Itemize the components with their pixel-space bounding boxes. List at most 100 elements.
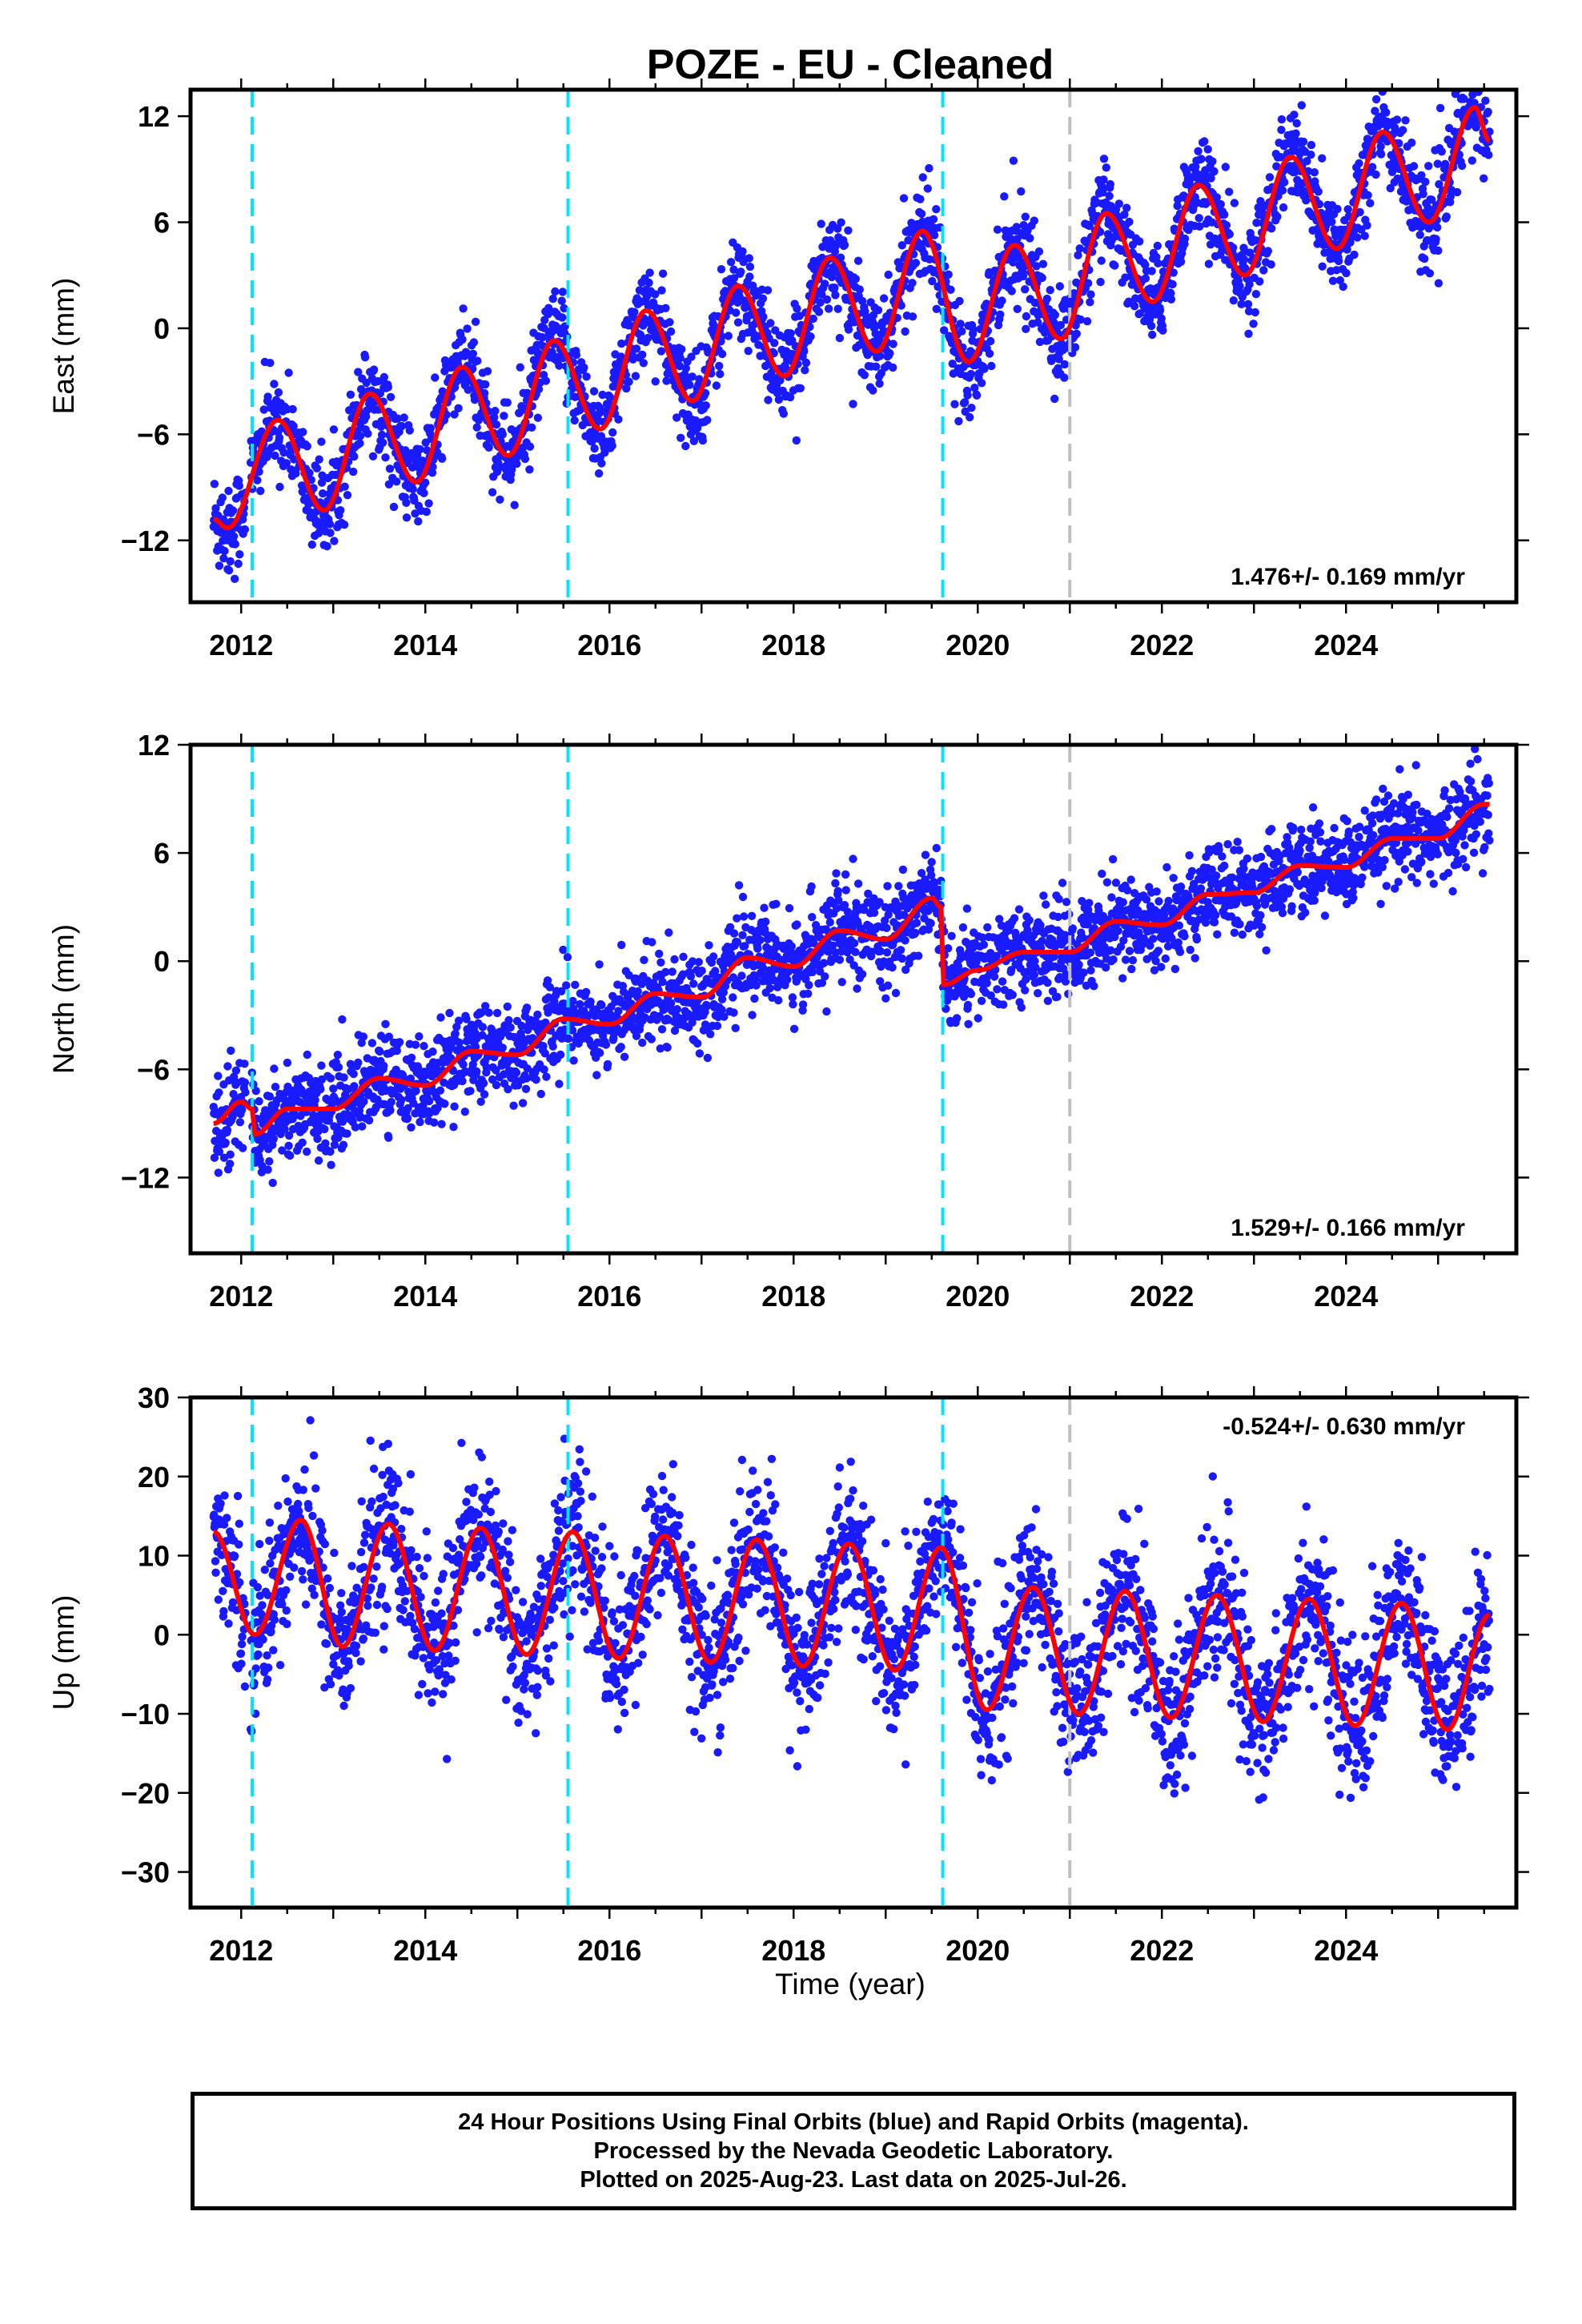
data-point: [1076, 315, 1086, 324]
data-point: [558, 313, 567, 322]
data-point: [338, 1015, 347, 1024]
data-point: [532, 1076, 540, 1084]
data-point: [595, 960, 604, 969]
data-point: [779, 409, 788, 418]
data-point: [605, 392, 615, 402]
data-point: [540, 1049, 549, 1058]
data-point: [334, 1063, 343, 1072]
data-point: [785, 392, 795, 402]
data-point: [311, 1096, 319, 1105]
data-point: [393, 414, 403, 423]
data-point: [569, 1056, 578, 1065]
data-point: [687, 352, 696, 361]
data-point: [517, 1021, 526, 1031]
data-point: [327, 1160, 335, 1169]
data-point: [1290, 111, 1299, 119]
data-point: [218, 493, 227, 502]
data-point: [1272, 162, 1281, 171]
data-point: [807, 882, 816, 891]
data-point: [979, 940, 989, 949]
data-point: [651, 377, 660, 386]
data-point: [1399, 126, 1407, 135]
data-point: [555, 361, 564, 370]
data-point: [614, 415, 623, 424]
data-point: [894, 882, 903, 891]
data-point: [993, 225, 1002, 234]
data-point: [211, 504, 220, 513]
data-point: [697, 967, 706, 975]
data-point: [436, 1013, 445, 1022]
data-point: [703, 1053, 713, 1063]
data-point: [563, 953, 572, 962]
data-point: [1407, 139, 1416, 147]
data-point: [1355, 159, 1363, 168]
data-point: [1343, 205, 1352, 214]
data-point: [1484, 151, 1493, 159]
data-point: [1153, 241, 1162, 251]
data-point: [1166, 295, 1176, 304]
data-point: [560, 304, 568, 313]
data-point: [1318, 154, 1327, 163]
data-point: [993, 985, 1002, 994]
data-point: [827, 272, 837, 282]
data-point: [364, 1116, 374, 1125]
data-point: [1086, 290, 1095, 299]
data-point: [1421, 177, 1430, 187]
data-point: [837, 218, 845, 227]
data-point: [879, 294, 889, 303]
data-point: [323, 541, 331, 551]
data-point: [362, 412, 371, 421]
data-point: [1251, 290, 1261, 299]
data-point: [916, 195, 925, 203]
data-point: [761, 917, 770, 927]
data-point: [509, 1101, 518, 1110]
data-point: [1106, 179, 1115, 189]
data-point: [928, 276, 937, 286]
data-point: [381, 1019, 390, 1029]
data-point: [873, 306, 883, 315]
data-point: [1420, 254, 1429, 263]
data-point: [955, 296, 964, 306]
data-point: [288, 404, 297, 414]
data-point: [853, 331, 862, 340]
data-point: [1017, 1003, 1026, 1012]
data-point: [729, 929, 739, 938]
data-point: [694, 958, 703, 967]
data-point: [1195, 222, 1204, 231]
data-point: [1082, 317, 1092, 326]
x-tick-label: 2018: [761, 629, 825, 661]
data-point: [543, 976, 552, 985]
data-point: [1435, 103, 1445, 113]
data-point: [1433, 159, 1443, 168]
data-point: [1152, 252, 1161, 262]
data-point: [1353, 233, 1362, 242]
data-point: [463, 324, 472, 333]
data-point: [555, 1080, 564, 1088]
data-point: [325, 520, 335, 529]
data-point: [1098, 183, 1108, 192]
data-point: [384, 1133, 393, 1142]
data-point: [377, 430, 387, 440]
data-point: [582, 372, 591, 381]
data-point: [962, 904, 972, 913]
data-point: [251, 1087, 260, 1096]
data-point: [436, 1086, 445, 1095]
data-point: [1085, 221, 1094, 231]
data-point: [521, 1084, 531, 1094]
data-point: [1355, 207, 1364, 217]
data-point: [927, 858, 936, 866]
data-point: [881, 994, 890, 1003]
data-point: [1030, 216, 1039, 225]
data-point: [270, 380, 279, 388]
data-point: [706, 1030, 715, 1039]
data-point: [1342, 268, 1351, 278]
data-point: [601, 1040, 611, 1049]
data-point: [386, 1106, 395, 1115]
data-point: [999, 1000, 1008, 1009]
data-point: [1363, 221, 1371, 230]
data-point: [385, 464, 395, 473]
data-point: [312, 464, 322, 472]
data-point: [796, 384, 805, 392]
data-point: [1366, 199, 1375, 207]
data-point: [421, 478, 430, 487]
